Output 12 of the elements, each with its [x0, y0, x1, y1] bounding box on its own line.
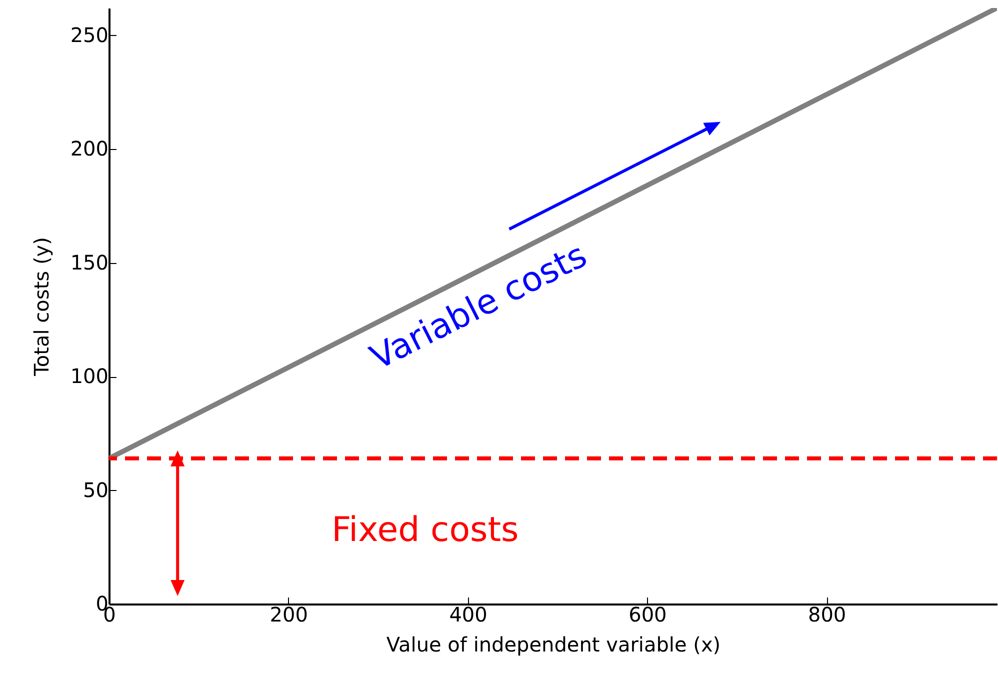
- x-axis-title: Value of independent variable (x): [386, 632, 721, 656]
- y-tick-label: 100: [70, 364, 108, 388]
- x-tick-label: 200: [270, 602, 308, 626]
- x-tick-label: 800: [808, 602, 846, 626]
- y-tick-label: 250: [70, 22, 108, 47]
- y-tick-label: 150: [70, 250, 108, 274]
- x-tick-label: 400: [449, 602, 488, 626]
- y-tick-label: 50: [83, 478, 108, 502]
- ref-line-label: Fixed costs: [332, 510, 519, 550]
- x-tick-label: 600: [628, 602, 667, 626]
- y-tick-label: 200: [70, 136, 108, 161]
- y-axis-title: Total costs (y): [29, 237, 54, 377]
